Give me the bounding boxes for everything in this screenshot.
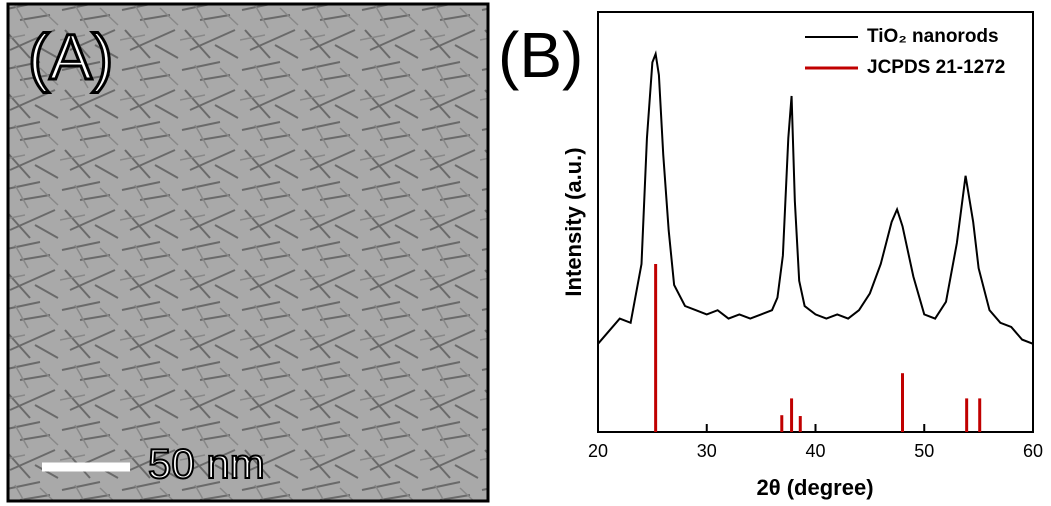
x-axis-label: 2θ (degree) — [756, 475, 873, 500]
x-tick-label: 60 — [1023, 441, 1043, 461]
legend-label: TiO₂ nanorods — [867, 26, 999, 47]
panel-label: (B) — [498, 19, 583, 91]
tem-panel: (A) 50 nm — [6, 2, 490, 503]
panel-label: (A) — [28, 21, 113, 93]
x-tick-label: 20 — [588, 441, 608, 461]
y-axis-label: Intensity (a.u.) — [561, 147, 586, 296]
xrd-curve — [597, 50, 1034, 345]
legend-label: JCPDS 21-1272 — [867, 57, 1005, 78]
tem-image — [6, 2, 490, 503]
scale-label: 50 nm — [148, 440, 265, 487]
x-tick-label: 40 — [805, 441, 825, 461]
x-tick-label: 50 — [914, 441, 934, 461]
x-tick-label: 30 — [697, 441, 717, 461]
